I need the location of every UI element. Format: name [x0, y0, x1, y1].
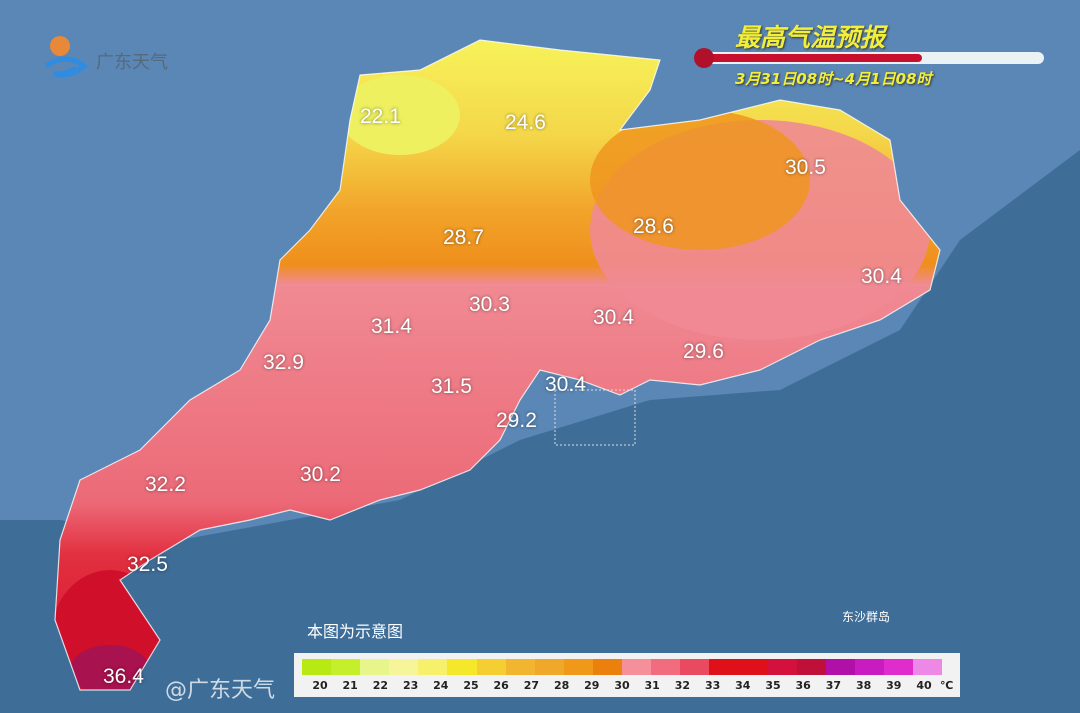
temperature-value: 29.6: [683, 340, 724, 363]
legend-tick: 33: [704, 679, 721, 692]
legend-tick: 39: [886, 679, 902, 692]
legend-swatch: [476, 659, 507, 675]
legend-swatch: [709, 659, 739, 675]
guangdong-weather-logo-icon: [38, 28, 88, 88]
legend-swatch: [331, 659, 361, 675]
legend-swatch: [854, 659, 885, 675]
temperature-value: 22.1: [360, 105, 401, 128]
temperature-value: 31.4: [371, 315, 412, 338]
legend-swatch: [622, 659, 652, 675]
map-title: 最高气温预报: [735, 23, 886, 52]
temperature-value: 30.4: [545, 373, 586, 396]
temperature-value: 24.6: [505, 111, 546, 134]
temperature-value: 30.5: [785, 156, 826, 179]
legend-tick: 29: [584, 679, 600, 692]
legend-swatch: [680, 659, 710, 675]
temperature-value: 32.9: [263, 351, 304, 374]
thermometer-fill: [696, 54, 923, 62]
legend-tick: 31: [644, 679, 660, 692]
temperature-value: 30.4: [593, 306, 634, 329]
legend-swatch: [447, 659, 478, 675]
legend-swatch: [360, 659, 390, 675]
legend-swatch: [767, 659, 798, 675]
legend-tick: 35: [765, 679, 781, 692]
legend-tick: 38: [855, 679, 872, 692]
legend-tick: 23: [402, 679, 419, 692]
temperature-value: 30.3: [469, 293, 510, 316]
legend-tick: 24: [433, 679, 449, 692]
temperature-value: 29.2: [496, 409, 537, 432]
temperature-value: 30.2: [300, 463, 341, 486]
temperature-value: 36.4: [103, 665, 144, 688]
legend-swatch: [912, 659, 943, 675]
legend-swatch: [534, 659, 565, 675]
legend-swatch: [592, 659, 623, 675]
legend-tick: 34: [735, 679, 751, 692]
temperature-legend: 20 21 22 23 24 25 26 27 28 29 30 31 32 33 34 35 36 37 38 39…: [294, 653, 960, 697]
legend-swatch: [651, 659, 681, 675]
legend-tick: 26: [493, 679, 509, 692]
temperature-value: 32.2: [145, 473, 186, 496]
brand-name: 广东天气: [96, 52, 168, 73]
legend-swatch: [418, 659, 448, 675]
legend-tick: 28: [553, 679, 570, 692]
temperature-value: 28.7: [443, 226, 484, 249]
hong-kong-box: [554, 389, 636, 446]
schematic-note: 本图为示意图: [307, 622, 404, 641]
legend-tick: 40: [916, 679, 932, 692]
thermometer-bulb-icon: [694, 48, 714, 68]
dongsha-islands-label: 东沙群岛: [842, 610, 891, 624]
forecast-period: 3月31日08时~4月1日08时: [735, 70, 932, 88]
legend-swatch: [883, 659, 914, 675]
legend-swatch: [389, 659, 419, 675]
legend-tick: 20: [312, 679, 328, 692]
legend-swatch: [505, 659, 536, 675]
legend-tick: 27: [523, 679, 540, 692]
legend-tick: 25: [463, 679, 479, 692]
temperature-value: 30.4: [861, 265, 902, 288]
legend-swatch: [796, 659, 827, 675]
legend-tick: 37: [825, 679, 842, 692]
legend-tick: 21: [342, 679, 358, 692]
legend-unit: ℃: [940, 679, 954, 692]
temperature-value: 28.6: [633, 215, 674, 238]
legend-swatch: [563, 659, 594, 675]
legend-tick: 30: [614, 679, 630, 692]
legend-tick: 36: [795, 679, 811, 692]
legend-swatch: [738, 659, 768, 675]
watermark: @广东天气: [165, 678, 276, 703]
thermometer-bar: [694, 48, 1044, 68]
legend-tick: 32: [674, 679, 691, 692]
temperature-value: 32.5: [127, 553, 168, 576]
legend-swatch: [825, 659, 856, 675]
legend-swatch: [302, 659, 332, 675]
temperature-value: 31.5: [431, 375, 472, 398]
legend-tick: 22: [372, 679, 389, 692]
